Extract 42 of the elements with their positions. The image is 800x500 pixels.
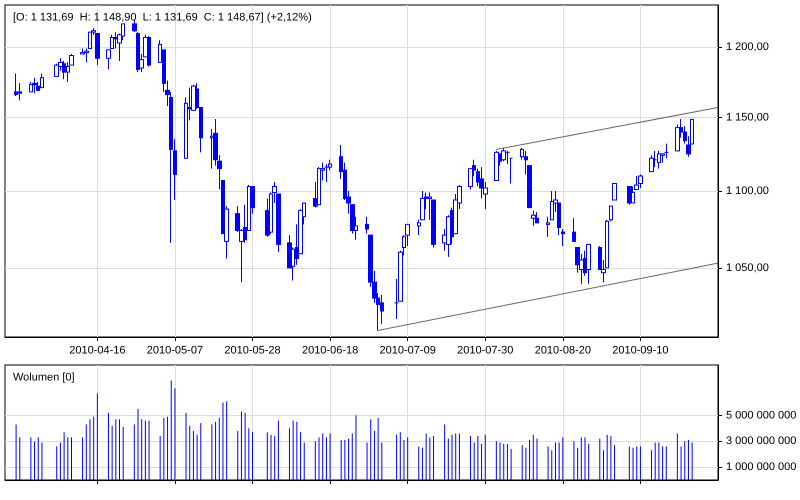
candlestick [612,182,617,201]
candlestick [40,73,44,88]
candlestick [535,212,539,224]
candlestick [324,164,329,182]
candlestick [136,32,140,73]
y-tick-label: 3 000 000 000 [726,435,796,448]
candlestick [32,77,37,94]
y-tick-label: 1 200,00 [726,41,769,54]
candlestick [501,147,506,162]
x-tick-label: 2010-05-28 [224,344,281,356]
candlestick [561,228,565,246]
y-tick-label: 1 150,00 [726,112,769,124]
candlestick [586,244,591,284]
candlestick [572,218,576,242]
candlestick [531,210,536,226]
y-tick-label: 1 000 000 000 [726,461,796,474]
x-tick-label: 2010-08-20 [534,344,591,356]
candlestick [657,150,661,170]
candlestick [14,73,18,97]
candlestick [550,190,554,220]
text: Wolumen [0] [13,372,75,384]
candlestick [365,216,369,234]
candlestick [317,166,321,206]
candlestick [494,150,499,181]
candlestick [638,174,643,188]
x-tick-label: 2010-09-10 [612,344,669,356]
y-tick-label: 1 100,00 [726,184,769,197]
candlestick [653,150,657,168]
candlestick [664,143,669,159]
x-tick-label: 2010-07-09 [380,344,436,356]
x-tick-label: 2010-07-30 [457,344,514,356]
text: [O: 1 131,69 H: 1 148,90 L: 1 131,69 C: 1 148,67] (+2,12%) [13,12,312,24]
x-tick-label: 2010-05-07 [146,344,204,356]
y-tick-label: 1 050,00 [726,262,769,274]
candlestick [29,81,33,92]
candlestick [147,36,151,68]
x-tick-label: 2010-04-16 [69,344,126,356]
candlestick [546,216,550,238]
x-tick-label: 2010-06-18 [302,344,358,356]
candlestick [62,60,66,80]
candlestick [649,154,654,172]
y-tick-label: 5 000 000 000 [726,409,796,422]
